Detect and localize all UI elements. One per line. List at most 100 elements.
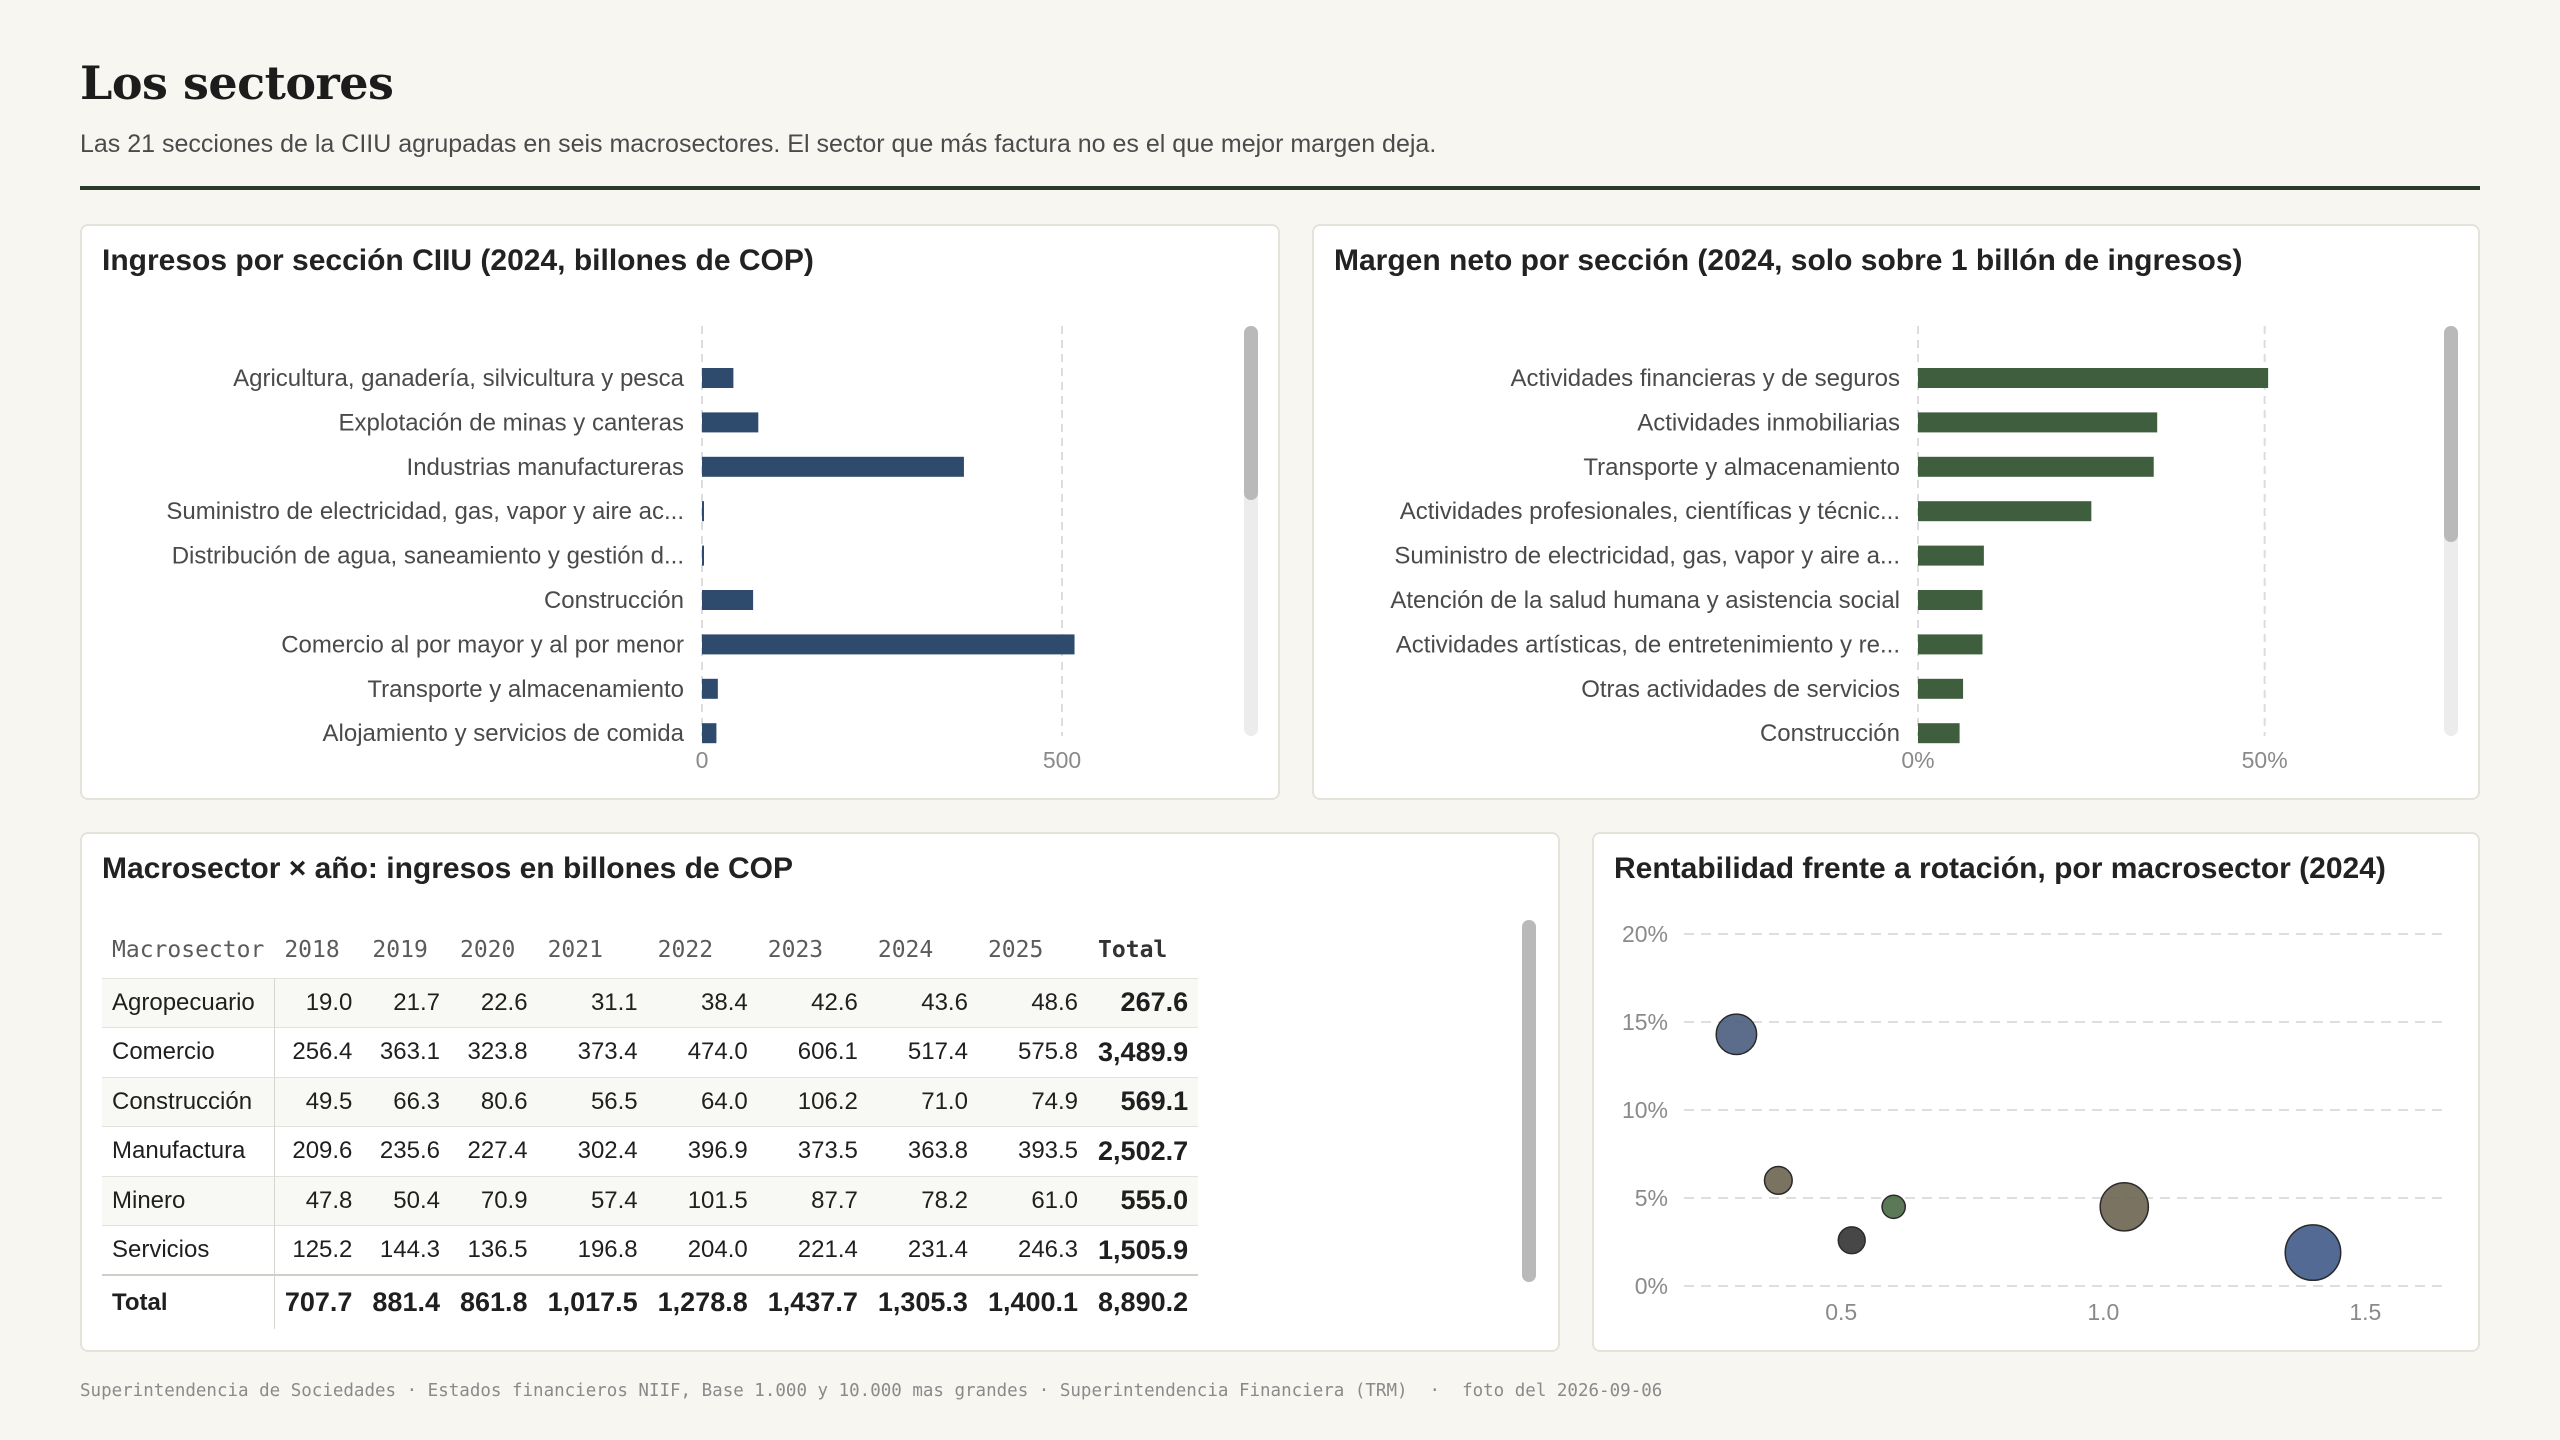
column-header[interactable]: 2025 — [987, 936, 1044, 963]
column-header[interactable]: 2021 — [547, 936, 603, 963]
table-cell: 19.0 — [274, 977, 363, 1028]
table-cell: 606.1 — [757, 1027, 868, 1077]
margen-category-label: Otras actividades de servicios — [1581, 676, 1900, 703]
margen-bar[interactable] — [1918, 545, 1984, 566]
table-cell: 101.5 — [647, 1175, 758, 1226]
ingresos-scrollbar[interactable] — [1244, 326, 1258, 736]
scatter-x-tick-label: 1.0 — [2087, 1299, 2119, 1325]
table-cell: 49.5 — [274, 1076, 363, 1127]
margen-panel-title: Margen neto por sección (2024, solo sobr… — [1334, 244, 2243, 277]
table-cell: 48.6 — [977, 977, 1089, 1028]
ingresos-bar[interactable] — [702, 545, 704, 566]
margen-bar[interactable] — [1918, 501, 2092, 522]
ingresos-bar[interactable] — [702, 590, 754, 610]
tabla-scrollbar-thumb[interactable] — [1522, 920, 1536, 1282]
page-title: Los sectores — [80, 56, 394, 110]
total-row-cell: 1,017.5 — [537, 1274, 648, 1329]
table-cell: 209.6 — [274, 1126, 363, 1176]
table-cell: 221.4 — [757, 1225, 868, 1275]
tabla-scrollbar[interactable] — [1522, 920, 1536, 1282]
footer: Superintendencia de Sociedades · Estados… — [80, 1381, 1662, 1401]
ingresos-bar[interactable] — [702, 723, 717, 744]
ingresos-category-label: Industrias manufactureras — [407, 454, 684, 481]
ingresos-category-label: Alojamiento y servicios de comida — [323, 720, 685, 747]
total-row-label: Total — [102, 1274, 275, 1329]
table-cell: 70.9 — [449, 1175, 538, 1226]
scatter-point[interactable] — [2099, 1181, 2150, 1232]
footer-sources: Superintendencia de Sociedades · Estados… — [80, 1381, 1408, 1401]
total-row-cell: 861.8 — [449, 1274, 538, 1329]
scatter-chart: 0% 5% 10% 15% 20% 0.5 1.0 1.5 — [1622, 921, 2444, 1325]
table-cell: 57.4 — [537, 1175, 648, 1226]
column-header[interactable]: 2019 — [372, 936, 428, 963]
table-cell: 71.0 — [867, 1076, 978, 1127]
macrosector-table: Macrosector 2018 2019 2020 2021 2022 202… — [102, 922, 1199, 1329]
margen-bar[interactable] — [1918, 590, 1983, 610]
tabla-panel: Macrosector × año: ingresos en billones … — [80, 832, 1560, 1352]
margen-bar[interactable] — [1918, 368, 2269, 388]
margen-category-label: Transporte y almacenamiento — [1583, 454, 1900, 481]
column-header[interactable]: 2023 — [767, 936, 824, 963]
ingresos-category-label: Suministro de electricidad, gas, vapor y… — [166, 498, 684, 525]
column-header[interactable]: Macrosector — [112, 936, 265, 963]
margen-scrollbar[interactable] — [2444, 326, 2458, 736]
scatter-point[interactable] — [1715, 1013, 1758, 1056]
table-cell: 136.5 — [449, 1225, 538, 1275]
scatter-point[interactable] — [2284, 1224, 2342, 1282]
scatter-point[interactable] — [1763, 1165, 1793, 1195]
ingresos-chart: 0 500 Agricultura, ganadería, silvicultura… — [166, 326, 1081, 773]
table-row: Servicios 125.2 144.3 136.5 196.8 204.0 221.4 2… — [102, 1225, 1199, 1275]
page-subtitle: Las 21 secciones de la CIIU agrupadas en… — [80, 130, 1437, 158]
table-cell: 196.8 — [537, 1225, 648, 1275]
scatter-point[interactable] — [1881, 1194, 1907, 1220]
column-header-total[interactable]: Total — [1098, 936, 1168, 963]
margen-bar[interactable] — [1918, 678, 1964, 699]
scatter-point[interactable] — [1837, 1226, 1866, 1255]
footer-snapshot: foto del 2026-09-06 — [1462, 1381, 1663, 1401]
table-cell: 393.5 — [977, 1126, 1089, 1176]
table-cell: 38.4 — [647, 977, 758, 1028]
footer-separator: · — [1429, 1381, 1441, 1401]
row-label: Manufactura — [102, 1126, 275, 1176]
column-header[interactable]: 2022 — [657, 936, 714, 963]
column-header[interactable]: 2020 — [459, 936, 516, 963]
scatter-panel: Rentabilidad frente a rotación, por macr… — [1592, 832, 2480, 1352]
margen-scrollbar-thumb[interactable] — [2444, 326, 2458, 542]
ingresos-category-label: Comercio al por mayor y al por menor — [281, 631, 684, 658]
ingresos-bar[interactable] — [702, 368, 734, 388]
table-row: Agropecuario 19.0 21.7 22.6 31.1 38.4 42.6 43.6… — [102, 977, 1199, 1028]
column-header[interactable]: 2018 — [284, 936, 340, 963]
table-cell: 373.4 — [537, 1027, 648, 1077]
margen-category-label: Actividades artísticas, de entretenimien… — [1396, 631, 1900, 658]
margen-bar[interactable] — [1918, 723, 1960, 744]
table-cell: 47.8 — [274, 1175, 363, 1226]
margen-bar[interactable] — [1918, 412, 2158, 433]
table-cell: 517.4 — [867, 1027, 978, 1077]
total-row-cell: 1,278.8 — [647, 1274, 758, 1329]
table-row: Manufactura 209.6 235.6 227.4 302.4 396.9 373.… — [102, 1126, 1199, 1176]
table-cell: 227.4 — [449, 1126, 538, 1176]
scatter-x-tick-label: 0.5 — [1825, 1299, 1857, 1325]
table-cell: 56.5 — [537, 1076, 648, 1127]
ingresos-bar[interactable] — [702, 678, 718, 699]
scatter-y-tick-label: 20% — [1622, 921, 1668, 947]
ingresos-bar[interactable] — [702, 412, 759, 433]
margen-panel: Margen neto por sección (2024, solo sobr… — [1312, 224, 2480, 800]
column-header[interactable]: 2024 — [877, 936, 934, 963]
table-cell: 373.5 — [757, 1126, 868, 1176]
ingresos-scrollbar-thumb[interactable] — [1244, 326, 1258, 500]
row-label: Servicios — [102, 1225, 275, 1275]
header-divider — [80, 186, 2480, 190]
table-cell: 66.3 — [362, 1076, 450, 1127]
scatter-y-tick-label: 5% — [1635, 1185, 1668, 1211]
ingresos-bar[interactable] — [702, 634, 1075, 655]
margen-bar[interactable] — [1918, 634, 1983, 655]
ingresos-bar[interactable] — [702, 501, 704, 522]
row-total-cell: 569.1 — [1088, 1076, 1199, 1127]
ingresos-bar[interactable] — [702, 456, 964, 477]
scatter-y-tick-label: 15% — [1622, 1009, 1668, 1035]
total-row-cell: 1,305.3 — [867, 1274, 978, 1329]
margen-bar[interactable] — [1918, 456, 2154, 477]
table-cell: 363.8 — [867, 1126, 978, 1176]
ingresos-category-label: Explotación de minas y canteras — [338, 409, 684, 436]
